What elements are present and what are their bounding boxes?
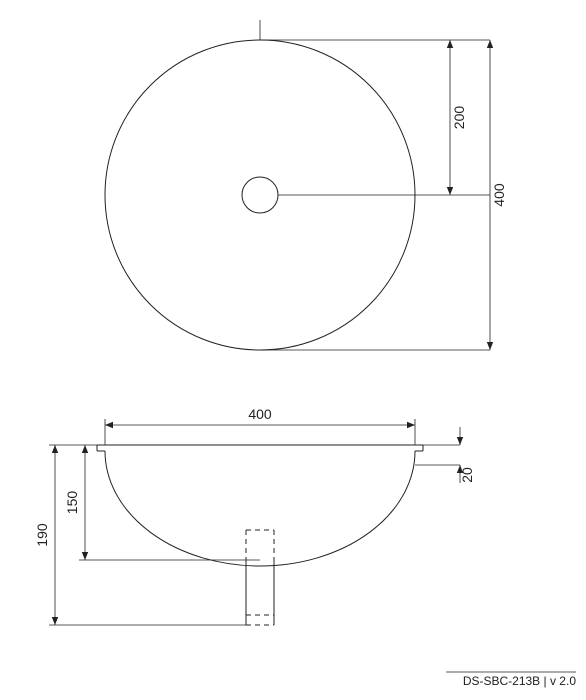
- dim-20: 20: [459, 467, 475, 483]
- footer-label: DS-SBC-213B | v 2.0: [463, 674, 576, 688]
- dim-400-dia: 400: [491, 183, 507, 207]
- dim-150: 150: [64, 491, 80, 515]
- dim-200: 200: [451, 106, 467, 130]
- dim-190: 190: [34, 523, 50, 547]
- dim-400-width: 400: [248, 406, 272, 422]
